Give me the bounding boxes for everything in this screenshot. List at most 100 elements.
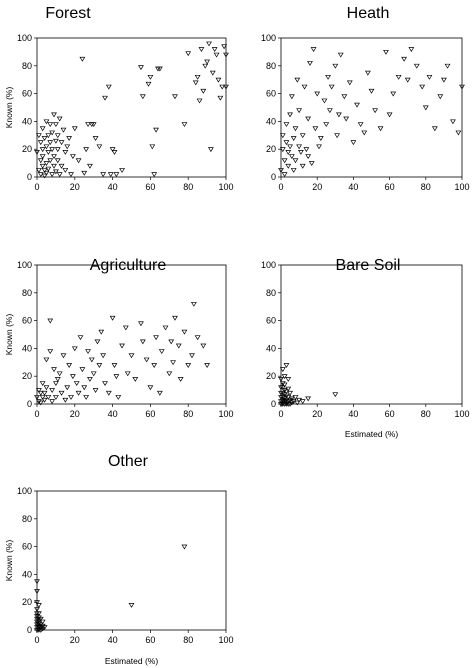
data-point [34, 600, 40, 606]
data-point [166, 371, 173, 377]
data-point [290, 136, 297, 141]
data-point [111, 150, 118, 155]
data-point [113, 172, 120, 178]
data-point [408, 47, 415, 52]
data-point [34, 614, 40, 619]
data-point [395, 74, 402, 80]
data-point [308, 161, 315, 166]
data-point [296, 144, 303, 150]
data-point [283, 140, 290, 146]
data-point [81, 170, 88, 176]
data-point [102, 381, 108, 387]
data-point [303, 147, 310, 153]
data-point [288, 396, 295, 402]
data-point [147, 385, 154, 391]
data-point [124, 371, 131, 377]
data-point [47, 318, 54, 324]
data-point [296, 108, 303, 114]
data-point [41, 173, 48, 179]
data-point [56, 371, 63, 377]
data-point [332, 392, 339, 398]
data-point [149, 144, 156, 150]
x-tick-label: 20 [70, 182, 80, 192]
data-point [35, 388, 42, 393]
data-point [368, 88, 375, 94]
data-point [383, 49, 389, 55]
data-point [138, 321, 144, 327]
data-point [45, 150, 52, 155]
data-point [49, 147, 56, 153]
data-point [54, 377, 61, 382]
data-point [287, 390, 293, 396]
tick-group-forest: 0 20 40 60 80 100 0 20 40 60 80 100 [17, 33, 234, 192]
data-point [316, 144, 322, 150]
data-point [51, 367, 57, 373]
data-point [52, 395, 59, 400]
data-point [390, 91, 397, 97]
panel-title-bare-soil: Bare Soil [336, 257, 401, 274]
plot-frame-agriculture [36, 264, 227, 405]
data-point [209, 70, 216, 76]
data-point [47, 158, 54, 164]
data-point [43, 385, 50, 391]
data-point [132, 377, 139, 382]
data-point [79, 367, 86, 373]
y-tick-label: 0 [27, 399, 32, 409]
marks-bare-soil [278, 363, 339, 407]
data-point [459, 84, 465, 90]
x-tick-label: 100 [454, 182, 469, 192]
data-point [115, 395, 122, 400]
plot-frame-heath [280, 37, 463, 178]
data-point [281, 382, 288, 388]
data-point [39, 395, 46, 400]
data-point [310, 47, 317, 52]
y-tick-label: 100 [17, 33, 32, 43]
data-point [278, 377, 284, 382]
data-point [39, 381, 46, 387]
data-point [204, 59, 211, 65]
data-point [337, 52, 344, 58]
data-point [71, 346, 78, 352]
data-point [440, 77, 447, 83]
data-point [143, 357, 150, 363]
x-tick-label: 100 [218, 182, 233, 192]
data-point [185, 363, 192, 368]
y-tick-label: 40 [266, 343, 276, 353]
data-point [422, 105, 429, 111]
data-point [305, 154, 312, 160]
y-tick-label: 20 [266, 371, 276, 381]
data-point [202, 63, 209, 69]
data-point [34, 616, 40, 622]
data-point [56, 116, 63, 122]
data-point [328, 84, 335, 90]
y-tick-label: 80 [266, 61, 276, 71]
data-point [56, 172, 63, 178]
y-tick-label: 0 [27, 625, 32, 635]
y-tick-label: 80 [22, 61, 32, 71]
y-axis-label-other: Known (%) [4, 540, 14, 582]
data-point [58, 163, 65, 169]
data-point [431, 126, 438, 132]
data-point [34, 607, 40, 613]
y-tick-label: 0 [271, 172, 276, 182]
data-point [41, 625, 48, 631]
data-point [39, 619, 46, 625]
data-point [223, 84, 229, 90]
data-point [181, 122, 188, 128]
data-point [404, 77, 411, 83]
data-point [294, 77, 301, 83]
data-point [386, 112, 393, 118]
data-point [64, 144, 71, 150]
data-point [200, 88, 207, 94]
data-point [346, 80, 353, 86]
data-point [62, 168, 69, 173]
panel-title-agriculture: Agriculture [90, 257, 167, 274]
data-point [290, 168, 297, 173]
data-point [213, 52, 220, 58]
y-tick-label: 20 [22, 371, 32, 381]
data-point [96, 363, 103, 368]
data-point [51, 112, 57, 118]
data-point [181, 329, 188, 335]
plot-frame-bare-soil [280, 264, 463, 405]
data-point [343, 116, 350, 122]
